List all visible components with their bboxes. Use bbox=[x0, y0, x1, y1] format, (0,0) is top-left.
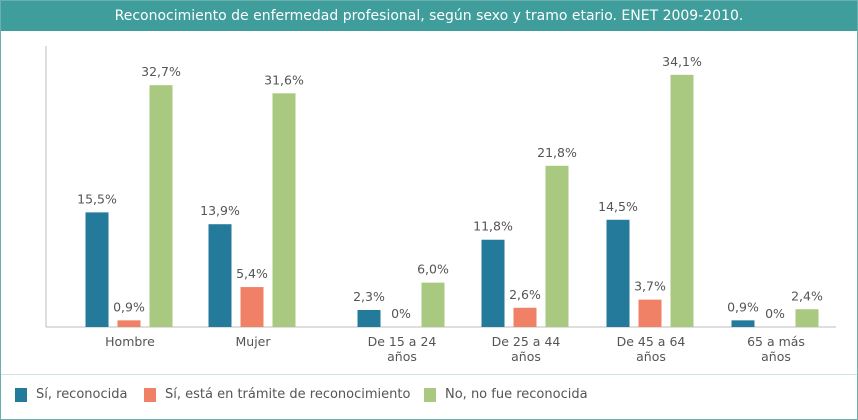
data-label-reconocida-1: 13,9% bbox=[200, 203, 240, 218]
legend-item-tramite: Sí, está en trámite de reconocimiento bbox=[144, 387, 410, 402]
bar-reconocida-2 bbox=[357, 309, 381, 327]
legend-swatch bbox=[144, 387, 156, 402]
data-label-reconocida-0: 15,5% bbox=[77, 191, 117, 206]
bar-reconocida-1 bbox=[208, 224, 232, 327]
data-label-no-reconocida-0: 32,7% bbox=[141, 64, 181, 79]
legend-item-no-reconocida: No, no fue reconocida bbox=[424, 387, 588, 402]
x-tick-label-0: Hombre bbox=[105, 334, 155, 349]
legend-label: Sí, está en trámite de reconocimiento bbox=[165, 387, 411, 402]
chart-title: Reconocimiento de enfermedad profesional… bbox=[1, 1, 857, 31]
bar-no-reconocida-3 bbox=[545, 165, 569, 327]
bar-no-reconocida-5 bbox=[795, 309, 819, 327]
data-label-no-reconocida-2: 6,0% bbox=[417, 262, 449, 277]
legend-label: Sí, reconocida bbox=[36, 387, 128, 402]
data-label-no-reconocida-5: 2,4% bbox=[791, 288, 823, 303]
bar-tramite-0 bbox=[117, 320, 141, 327]
data-label-reconocida-4: 14,5% bbox=[598, 199, 638, 214]
data-label-tramite-3: 2,6% bbox=[509, 287, 541, 302]
bar-no-reconocida-1 bbox=[272, 93, 296, 327]
legend-swatch bbox=[15, 387, 27, 402]
bar-tramite-3 bbox=[513, 307, 537, 327]
data-label-tramite-1: 5,4% bbox=[236, 266, 268, 281]
x-tick-label-1: Mujer bbox=[235, 334, 271, 349]
data-label-no-reconocida-1: 31,6% bbox=[264, 72, 304, 87]
x-tick-label-5-line2: años bbox=[761, 349, 791, 364]
bar-reconocida-0 bbox=[85, 212, 109, 327]
legend-swatch bbox=[424, 387, 436, 402]
data-label-tramite-4: 3,7% bbox=[634, 279, 666, 294]
data-label-reconocida-3: 11,8% bbox=[473, 219, 513, 234]
bar-tramite-1 bbox=[240, 287, 264, 327]
bar-reconocida-4 bbox=[606, 219, 630, 327]
bar-reconocida-3 bbox=[481, 239, 505, 327]
bar-no-reconocida-4 bbox=[670, 74, 694, 327]
legend-item-reconocida: Sí, reconocida bbox=[15, 387, 127, 402]
bar-tramite-4 bbox=[638, 299, 662, 327]
legend: Sí, reconocida Sí, está en trámite de rec… bbox=[1, 387, 857, 409]
x-tick-label-3-line2: años bbox=[511, 349, 541, 364]
bar-no-reconocida-2 bbox=[421, 282, 445, 327]
data-label-tramite-0: 0,9% bbox=[113, 299, 145, 314]
x-tick-label-3: De 25 a 44 bbox=[492, 334, 561, 349]
x-tick-label-4-line2: años bbox=[636, 349, 666, 364]
data-label-reconocida-2: 2,3% bbox=[353, 289, 385, 304]
legend-label: No, no fue reconocida bbox=[445, 387, 588, 402]
data-label-tramite-5: 0% bbox=[765, 306, 785, 321]
x-tick-label-5: 65 a más bbox=[747, 334, 805, 349]
x-tick-label-2: De 15 a 24 bbox=[368, 334, 437, 349]
data-label-tramite-2: 0% bbox=[391, 306, 411, 321]
x-tick-label-4: De 45 a 64 bbox=[617, 334, 686, 349]
bar-reconocida-5 bbox=[731, 320, 755, 327]
data-label-no-reconocida-4: 34,1% bbox=[662, 54, 702, 69]
legend-divider bbox=[1, 374, 857, 375]
data-label-no-reconocida-3: 21,8% bbox=[537, 145, 577, 160]
x-tick-label-2-line2: años bbox=[387, 349, 417, 364]
chart-plot: 15,5% 13,9% 2,3% 11,8% 14,5% 0,9% 0,9% 5,4% 0% 2,… bbox=[45, 46, 836, 364]
data-label-reconocida-5: 0,9% bbox=[727, 299, 759, 314]
bar-no-reconocida-0 bbox=[149, 85, 173, 327]
